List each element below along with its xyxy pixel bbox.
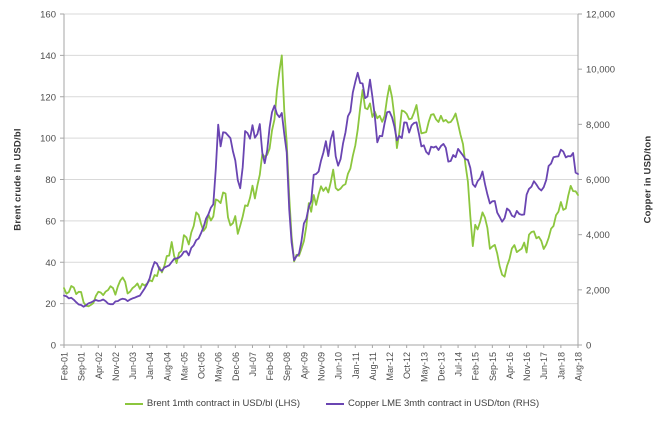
svg-text:Nov-16: Nov-16 [522, 352, 532, 381]
svg-text:Aug-11: Aug-11 [368, 352, 378, 380]
svg-text:May-13: May-13 [419, 352, 429, 382]
svg-text:Apr-16: Apr-16 [505, 352, 515, 379]
svg-text:10,000: 10,000 [586, 65, 615, 76]
svg-text:Aug-18: Aug-18 [574, 352, 584, 381]
svg-text:Nov-02: Nov-02 [111, 352, 121, 381]
copper-line [63, 71, 579, 308]
svg-text:Jan-18: Jan-18 [556, 352, 566, 380]
svg-text:40: 40 [45, 258, 56, 269]
legend-label-brent: Brent 1mth contract in USD/bl (LHS) [146, 398, 300, 409]
left-axis-title: Brent crude in USD/bl [12, 128, 24, 231]
legend-item-brent: Brent 1mth contract in USD/bl (LHS) [124, 398, 300, 409]
svg-text:May-06: May-06 [214, 352, 224, 382]
svg-text:Feb-08: Feb-08 [265, 352, 275, 381]
svg-text:Apr-02: Apr-02 [94, 352, 104, 379]
svg-text:Dec-13: Dec-13 [436, 352, 446, 381]
legend-item-copper: Copper LME 3mth contract in USD/ton (RHS… [325, 398, 540, 409]
svg-text:8,000: 8,000 [586, 120, 610, 131]
svg-text:60: 60 [45, 216, 56, 227]
svg-text:Apr-09: Apr-09 [299, 352, 309, 379]
svg-text:100: 100 [40, 134, 56, 145]
svg-text:Sep-01: Sep-01 [77, 352, 87, 381]
svg-text:Dec-06: Dec-06 [231, 352, 241, 381]
svg-text:Jul-14: Jul-14 [454, 352, 464, 377]
svg-text:0: 0 [586, 341, 591, 352]
svg-text:0: 0 [51, 341, 56, 352]
svg-text:Jan-04: Jan-04 [145, 352, 155, 380]
svg-text:4,000: 4,000 [586, 230, 610, 241]
svg-text:20: 20 [45, 299, 56, 310]
svg-text:120: 120 [40, 92, 56, 103]
svg-text:Nov-09: Nov-09 [317, 352, 327, 381]
svg-text:Sep-08: Sep-08 [282, 352, 292, 381]
svg-text:Jul-07: Jul-07 [248, 352, 258, 377]
svg-text:Feb-01: Feb-01 [60, 352, 70, 381]
legend: Brent 1mth contract in USD/bl (LHS) Copp… [0, 398, 664, 409]
svg-text:Oct-05: Oct-05 [197, 352, 207, 379]
svg-text:160: 160 [40, 10, 56, 21]
svg-text:Aug-04: Aug-04 [162, 352, 172, 381]
legend-label-copper: Copper LME 3mth contract in USD/ton (RHS… [347, 398, 540, 409]
svg-text:12,000: 12,000 [586, 10, 615, 21]
svg-text:6,000: 6,000 [586, 175, 610, 186]
svg-text:Jun-10: Jun-10 [334, 352, 344, 380]
svg-text:Jun-17: Jun-17 [539, 352, 549, 380]
copper-line-swatch [325, 402, 344, 405]
right-axis-title: Copper in USD/ton [642, 135, 654, 224]
svg-text:Oct-12: Oct-12 [402, 352, 412, 379]
svg-text:Jan-11: Jan-11 [351, 352, 361, 379]
svg-text:Jun-03: Jun-03 [128, 352, 138, 380]
svg-text:140: 140 [40, 51, 56, 62]
svg-text:Mar-12: Mar-12 [385, 352, 395, 381]
brent-line [63, 54, 579, 308]
svg-text:Mar-05: Mar-05 [179, 352, 189, 381]
brent-line-swatch [124, 402, 143, 405]
svg-text:Sep-15: Sep-15 [488, 352, 498, 381]
svg-text:80: 80 [45, 175, 56, 186]
svg-text:Feb-15: Feb-15 [471, 352, 481, 381]
svg-text:2,000: 2,000 [586, 285, 610, 296]
